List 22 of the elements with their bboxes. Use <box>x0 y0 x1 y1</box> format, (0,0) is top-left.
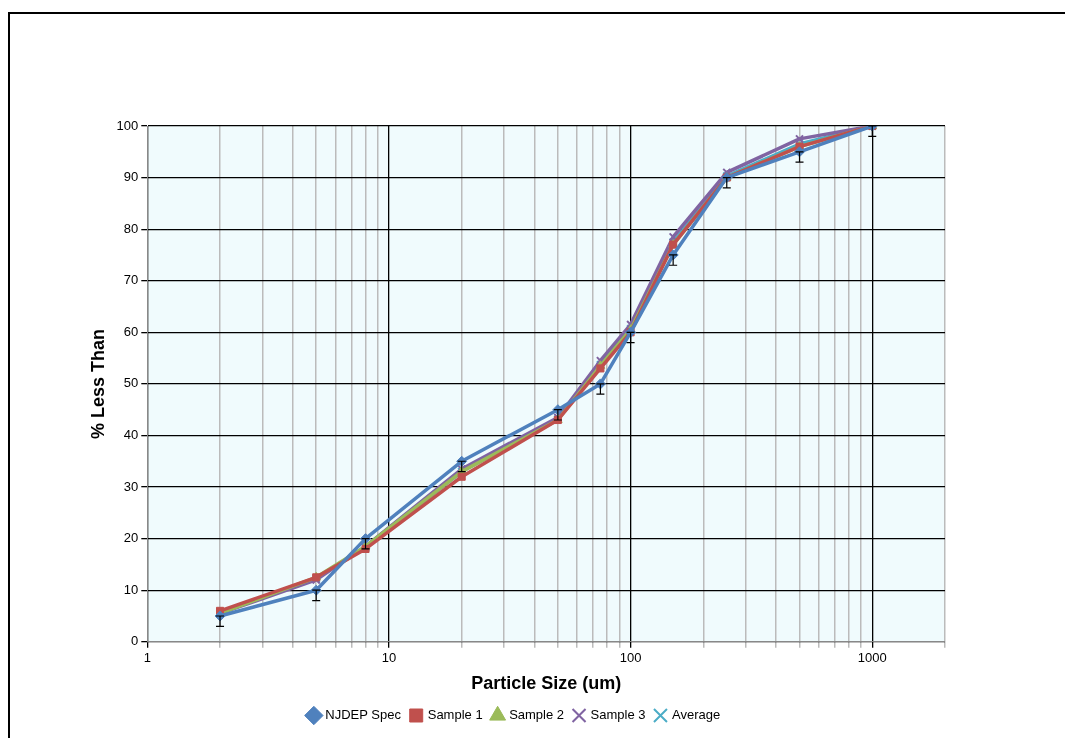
legend-label: Average <box>671 707 721 723</box>
x-axis-title: Particle Size (um) <box>471 673 622 694</box>
legend-label: Sample 2 <box>509 707 565 723</box>
y-tick-label: 50 <box>123 375 139 391</box>
y-tick-label: 70 <box>123 272 139 288</box>
legend-label: NJDEP Spec <box>325 707 402 723</box>
y-tick-label: 0 <box>131 633 139 649</box>
y-tick-label: 80 <box>123 220 139 236</box>
legend-label: Sample 1 <box>427 707 483 723</box>
x-tick-label: 1 <box>143 650 151 666</box>
y-tick-label: 100 <box>116 117 139 133</box>
x-tick-label: 100 <box>619 650 642 666</box>
y-tick-label: 90 <box>123 169 139 185</box>
y-axis-title: % Less Than <box>87 328 108 439</box>
y-tick-label: 20 <box>123 530 139 546</box>
y-tick-label: 30 <box>123 478 139 494</box>
y-tick-label: 60 <box>123 323 139 339</box>
x-tick-label: 1000 <box>857 650 887 666</box>
y-tick-label: 40 <box>123 427 139 443</box>
x-tick-label: 10 <box>381 650 397 666</box>
y-tick-label: 10 <box>123 581 139 597</box>
legend-label: Sample 3 <box>590 707 646 723</box>
